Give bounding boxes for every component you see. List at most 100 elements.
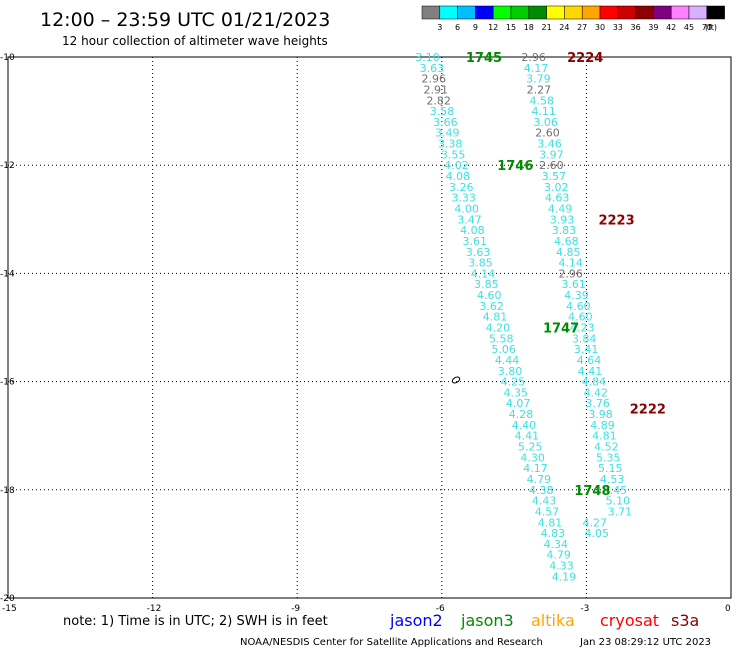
colorbar-cell — [439, 5, 458, 20]
colorbar-cell — [457, 5, 476, 20]
wave-height-value: 4.17 — [523, 462, 548, 475]
wave-height-value: 4.43 — [532, 495, 557, 508]
chart-title: 12:00 – 23:59 UTC 01/21/2023 — [40, 9, 330, 31]
wave-height-value: 4.68 — [554, 235, 579, 248]
wave-height-value: 2.27 — [527, 83, 552, 96]
colorbar-label: 15 — [506, 23, 516, 32]
wave-height-value: 2.96 — [422, 73, 447, 86]
colorbar-cell — [475, 5, 494, 20]
colorbar-label: 39 — [648, 23, 658, 32]
wave-height-value: 4.23 — [570, 322, 595, 335]
wave-height-value: 3.84 — [572, 332, 597, 345]
colorbar-label: 70 — [702, 23, 712, 32]
wave-height-value: 4.52 — [594, 441, 619, 454]
plot-frame — [7, 56, 732, 599]
y-tick-label: -12 — [0, 161, 15, 171]
wave-height-value: 4.79 — [546, 549, 571, 562]
wave-height-value: 4.42 — [584, 386, 609, 399]
colorbar-cell — [528, 5, 547, 20]
colorbar-label: 9 — [473, 23, 478, 32]
wave-height-value: 3.83 — [552, 224, 577, 237]
wave-height-value: 4.89 — [590, 419, 615, 432]
wave-height-value: 3.71 — [608, 505, 633, 518]
colorbar-label: 30 — [595, 23, 605, 32]
wave-height-value: 4.08 — [460, 224, 485, 237]
pass-number-label: 2222 — [630, 403, 666, 418]
colorbar-label: 12 — [488, 23, 498, 32]
x-tick-label: -6 — [436, 604, 445, 614]
island-outline — [451, 376, 461, 384]
wave-height-value: 4.58 — [530, 94, 555, 107]
credit-text: NOAA/NESDIS Center for Satellite Applica… — [240, 637, 543, 648]
legend-entry-cryosat: cryosat — [600, 611, 659, 630]
axis-ticks: -15 -12 -9 -6 -3 0 -20 -18 -16 -14 -12 -10 — [0, 53, 731, 614]
pass-number-label: 1747 — [543, 322, 579, 337]
wave-height-value: 3.47 — [457, 213, 482, 226]
wave-height-value: 5.15 — [598, 462, 623, 475]
wave-height-value: 3.06 — [533, 116, 558, 129]
wave-height-value: 3.85 — [468, 257, 493, 270]
wave-height-value: 2.60 — [539, 159, 564, 172]
x-tick-label: -15 — [2, 604, 17, 614]
colorbar-label: 33 — [613, 23, 623, 32]
colorbar-unit: (ft) — [705, 23, 717, 32]
wave-height-value: 4.34 — [544, 538, 569, 551]
wave-height-value: 4.44 — [495, 354, 520, 367]
colorbar-label: 45 — [684, 23, 694, 32]
wave-height-value: 4.17 — [524, 62, 549, 75]
wave-height-value: 4.30 — [520, 451, 545, 464]
x-tick-label: -3 — [580, 604, 589, 614]
wave-height-value: 3.58 — [430, 105, 455, 118]
track-values: 3.103.632.962.912.823.583.663.493.383.55… — [415, 51, 632, 583]
wave-height-value: 5.58 — [489, 332, 514, 345]
chart-subtitle: 12 hour collection of altimeter wave hei… — [62, 34, 328, 48]
wave-height-value: 4.41 — [578, 365, 603, 378]
wave-height-value: 4.02 — [444, 159, 469, 172]
colorbar-label: 27 — [577, 23, 587, 32]
wave-height-value: 3.57 — [542, 170, 567, 183]
colorbar-label: 24 — [559, 23, 569, 32]
wave-height-value: 3.38 — [438, 138, 463, 151]
wave-height-value: 4.00 — [454, 202, 479, 215]
y-tick-label: -10 — [0, 53, 15, 63]
colorbar-label: 3 — [437, 23, 442, 32]
wave-height-value: 2.96 — [558, 267, 583, 280]
legend-entry-jason2: jason2 — [389, 611, 443, 630]
wave-height-value: 4.38 — [529, 484, 554, 497]
wave-height-value: 4.81 — [538, 516, 563, 529]
wave-height-value: 4.20 — [486, 322, 511, 335]
colorbar-cell — [510, 5, 530, 20]
colorbar: 3 6 9 12 15 18 21 24 27 30 33 36 39 42 45 70 — [421, 5, 725, 32]
colorbar-label: 18 — [524, 23, 534, 32]
colorbar-cell — [617, 5, 636, 20]
legend-entry-s3a: s3a — [671, 611, 699, 630]
wave-height-value: 2.82 — [426, 94, 451, 107]
wave-height-value: 3.62 — [479, 300, 504, 313]
wave-height-value: 4.81 — [592, 430, 617, 443]
wave-height-value: 4.07 — [506, 397, 531, 410]
wave-height-value: 3.66 — [433, 116, 458, 129]
colorbar-cell — [581, 5, 601, 20]
wave-height-value: 4.45 — [603, 484, 628, 497]
wave-height-value: 4.39 — [564, 289, 589, 302]
wave-height-value: 3.55 — [441, 148, 466, 161]
wave-height-value: 3.76 — [585, 397, 610, 410]
colorbar-cell — [635, 5, 654, 20]
colorbar-cell — [599, 5, 619, 20]
colorbar-cell — [670, 5, 690, 20]
wave-height-value: 4.14 — [471, 267, 496, 280]
wave-height-value: 3.79 — [526, 73, 551, 86]
wave-height-value: 4.53 — [600, 473, 625, 486]
wave-height-value: 4.60 — [568, 311, 593, 324]
pass-number-label: 1746 — [497, 159, 533, 174]
pass-number-label: 1745 — [466, 51, 502, 66]
wave-height-value: 3.02 — [544, 181, 569, 194]
pass-number-label: 2223 — [598, 213, 634, 228]
wave-height-value: 4.35 — [503, 386, 527, 399]
colorbar-cell — [492, 5, 512, 20]
wave-height-value: 3.49 — [435, 127, 460, 140]
wave-height-value: 3.80 — [498, 365, 523, 378]
wave-height-value: 3.63 — [420, 62, 445, 75]
wave-height-value: 3.61 — [561, 278, 586, 291]
